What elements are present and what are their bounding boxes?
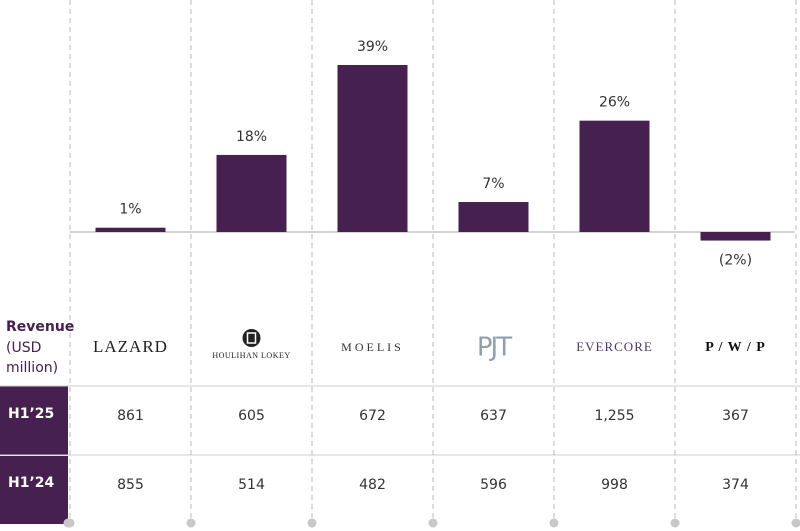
company-logo: PJT: [477, 333, 512, 363]
column-dot: [791, 518, 800, 528]
value-label: (2%): [719, 253, 752, 269]
value-label: 26%: [599, 95, 630, 111]
company-logo: MOELIS: [341, 340, 404, 354]
bar: [458, 202, 529, 232]
column-dot: [307, 518, 317, 528]
column-dot: [670, 518, 680, 528]
row-label: H1’25: [8, 406, 54, 422]
column-dot: [428, 518, 438, 528]
table-cell: 367: [722, 408, 749, 424]
table-cell: 605: [238, 408, 265, 424]
row-header-unit: (USD: [6, 340, 41, 356]
table-cell: 482: [359, 477, 386, 493]
table-cell: 596: [480, 477, 507, 493]
value-label: 18%: [236, 129, 267, 145]
company-logo: P / W / P: [705, 340, 766, 355]
bar: [337, 65, 408, 232]
table-cell: 374: [722, 477, 749, 493]
bar: [95, 227, 166, 232]
company-logo: LAZARD: [93, 337, 168, 356]
table-cell: 855: [117, 477, 144, 493]
column-dot: [186, 518, 196, 528]
value-label: 7%: [482, 176, 504, 192]
row-label-bg: [0, 386, 68, 455]
logo-icon: [242, 329, 261, 347]
row-header-title: Revenue: [6, 319, 74, 335]
table-cell: 672: [359, 408, 386, 424]
table-cell: 637: [480, 408, 507, 424]
bar: [579, 120, 650, 232]
company-logo: HOULIHAN LOKEY: [212, 351, 290, 360]
table-cell: 861: [117, 408, 144, 424]
row-label-bg: [0, 456, 68, 524]
table-cell: 514: [238, 477, 265, 493]
column-dot: [63, 518, 73, 528]
bar: [700, 232, 771, 241]
value-label: 39%: [357, 39, 388, 55]
table-cell: 1,255: [594, 408, 634, 424]
table-cell: 998: [601, 477, 628, 493]
logo-icon-mark: [246, 332, 257, 344]
company-logo: EVERCORE: [576, 339, 653, 354]
value-label: 1%: [119, 202, 141, 218]
column-dot: [549, 518, 559, 528]
row-header-unit: million): [6, 360, 58, 376]
row-label: H1’24: [8, 475, 55, 491]
bar: [216, 154, 287, 232]
